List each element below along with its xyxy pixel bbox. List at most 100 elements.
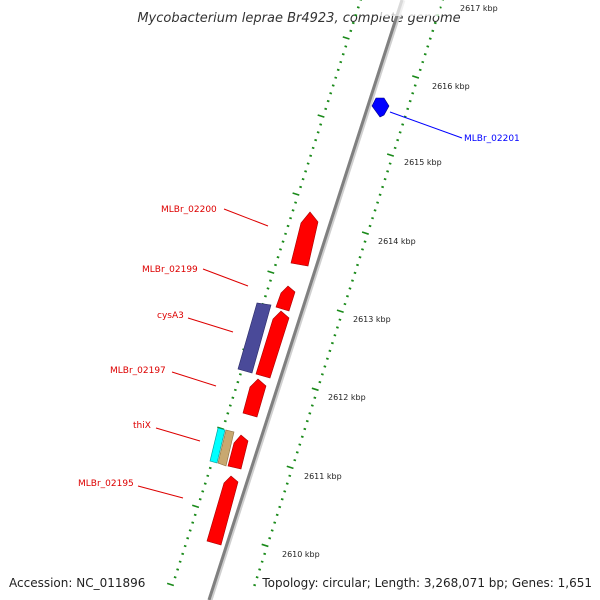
- minor-tick: [406, 107, 410, 111]
- minor-tick: [304, 170, 308, 173]
- minor-tick: [298, 443, 302, 446]
- minor-tick: [344, 45, 348, 48]
- minor-tick: [311, 146, 315, 150]
- kbp-label-2615: 2615 kbp: [404, 158, 442, 167]
- minor-tick: [396, 138, 400, 142]
- minor-tick: [386, 170, 390, 173]
- gene-MLBr_02199[interactable]: [275, 285, 296, 312]
- minor-tick: [421, 60, 425, 64]
- gene-cysA3-red[interactable]: [255, 310, 290, 379]
- minor-tick: [280, 497, 284, 501]
- minor-tick: [276, 255, 280, 259]
- kbp-label-2617: 2617 kbp: [460, 4, 498, 13]
- minor-tick: [260, 560, 264, 563]
- accession-text: Accession: NC_011896: [9, 576, 146, 590]
- minor-tick: [223, 419, 227, 423]
- gene-thiX-tan[interactable]: [217, 429, 235, 467]
- minor-tick: [176, 568, 180, 571]
- minor-tick: [349, 29, 353, 33]
- minor-tick: [361, 248, 364, 251]
- gene-label-cysA3: cysA3: [157, 311, 184, 321]
- minor-tick: [228, 404, 232, 407]
- gene-MLBr_02200[interactable]: [290, 211, 319, 267]
- minor-tick: [226, 412, 230, 415]
- minor-tick: [376, 201, 380, 204]
- major-tick: [411, 75, 420, 79]
- major-tick: [311, 387, 319, 392]
- major-tick: [191, 504, 200, 509]
- major-tick: [361, 231, 369, 235]
- gene-thiX-cyan[interactable]: [209, 427, 226, 464]
- minor-tick: [318, 380, 322, 384]
- minor-tick: [381, 185, 385, 189]
- minor-tick: [343, 302, 347, 306]
- minor-tick: [206, 474, 210, 478]
- minor-tick: [285, 482, 289, 485]
- minor-tick: [293, 458, 297, 462]
- gene-label-MLBr_02195: MLBr_02195: [78, 479, 134, 489]
- major-tick: [342, 36, 350, 40]
- minor-tick: [326, 99, 330, 103]
- minor-tick: [203, 482, 207, 485]
- minor-tick: [336, 68, 340, 72]
- minor-tick: [339, 60, 343, 64]
- minor-tick: [338, 318, 342, 321]
- major-tick: [386, 153, 395, 157]
- minor-tick: [288, 474, 292, 478]
- kbp-label-2613: 2613 kbp: [353, 315, 391, 324]
- minor-tick: [431, 29, 435, 33]
- minor-tick: [351, 21, 355, 25]
- minor-tick: [278, 505, 282, 509]
- major-tick: [166, 582, 175, 587]
- minor-tick: [303, 427, 307, 431]
- gene-thiX[interactable]: [227, 434, 249, 470]
- minor-tick: [295, 451, 299, 454]
- minor-tick: [408, 99, 412, 103]
- minor-tick: [181, 552, 185, 556]
- minor-tick: [323, 365, 327, 368]
- minor-tick: [330, 341, 334, 345]
- minor-tick: [193, 513, 197, 517]
- minor-tick: [238, 373, 242, 376]
- minor-tick: [300, 435, 304, 439]
- minor-tick: [231, 396, 235, 399]
- minor-tick: [329, 92, 333, 95]
- minor-tick: [354, 13, 358, 17]
- minor-tick: [233, 388, 237, 392]
- minor-tick: [328, 349, 332, 353]
- minor-tick: [306, 162, 310, 165]
- minor-tick: [319, 123, 323, 126]
- minor-tick: [378, 193, 382, 197]
- major-tick: [217, 426, 225, 431]
- gene-MLBr_02201[interactable]: [371, 97, 390, 118]
- minor-tick: [333, 334, 337, 337]
- minor-tick: [236, 380, 240, 384]
- minor-tick: [314, 138, 318, 142]
- gene-MLBr_02195[interactable]: [206, 475, 239, 546]
- kbp-label-2614: 2614 kbp: [378, 237, 416, 246]
- minor-tick: [208, 466, 212, 470]
- minor-tick: [253, 583, 257, 587]
- minor-tick: [348, 287, 352, 290]
- gene-label-MLBr_02201: MLBr_02201: [464, 134, 520, 144]
- gene-MLBr_02197[interactable]: [242, 378, 267, 418]
- minor-tick: [255, 576, 259, 579]
- gene-cysA3[interactable]: [237, 302, 272, 374]
- minor-tick: [289, 216, 293, 220]
- minor-tick: [331, 84, 335, 87]
- minor-tick: [313, 396, 317, 399]
- minor-tick: [371, 216, 375, 220]
- minor-tick: [356, 263, 359, 267]
- major-tick: [336, 309, 344, 314]
- kbp-label-2616: 2616 kbp: [432, 82, 470, 91]
- minor-tick: [353, 271, 357, 275]
- minor-tick: [273, 521, 277, 524]
- minor-tick: [428, 37, 432, 40]
- minor-tick: [368, 224, 372, 228]
- minor-tick: [345, 295, 349, 298]
- gene-label-MLBr_02200: MLBr_02200: [161, 205, 217, 215]
- minor-tick: [433, 21, 437, 25]
- minor-tick: [270, 529, 274, 532]
- gene-label-MLBr_02197: MLBr_02197: [110, 366, 166, 376]
